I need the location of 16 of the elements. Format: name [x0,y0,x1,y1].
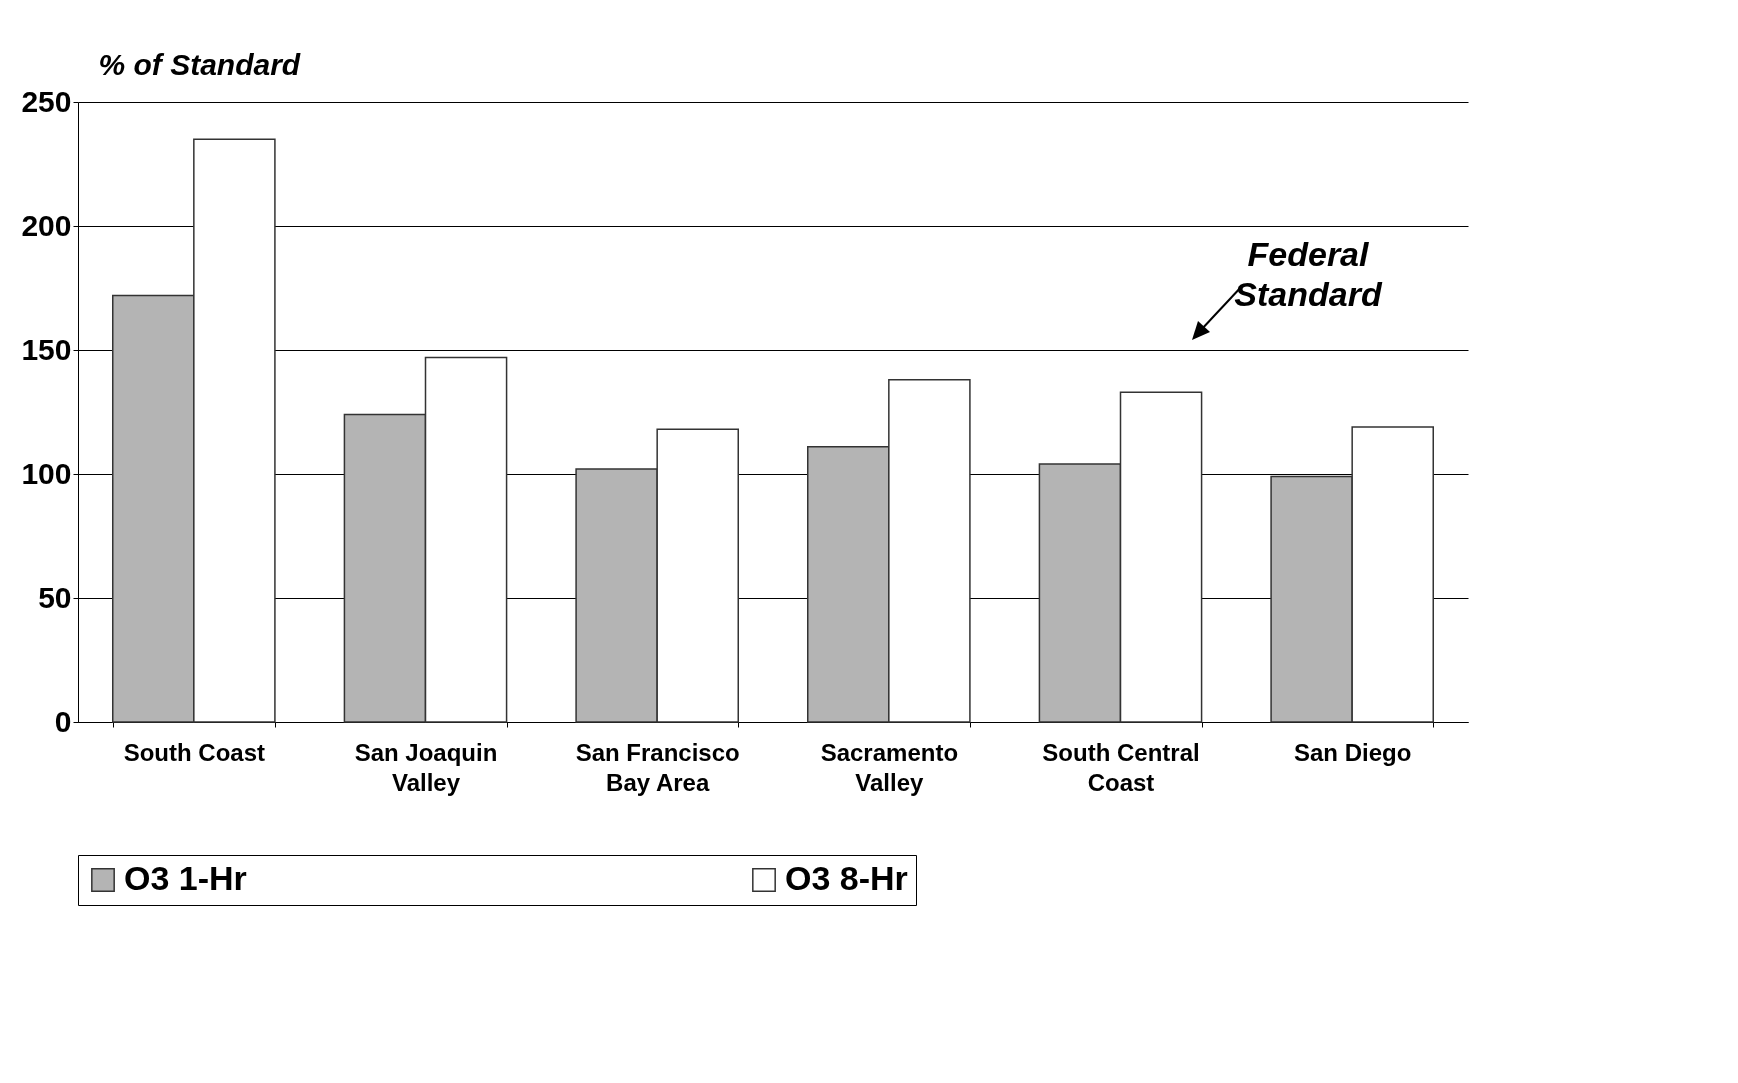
legend-label: O3 8-Hr [785,859,908,897]
x-tick-label: Sacramento Valley [820,738,959,796]
x-tick-label: San Diego [1293,738,1412,766]
y-axis-title: % of Standard [98,47,301,81]
y-tick-label: 50 [38,580,72,614]
y-tick-label: 100 [21,456,72,490]
x-tick-label: San Francisco Bay Area [575,738,740,796]
y-tick-label: 150 [21,332,72,366]
x-tick-label: South Central Coast [1042,738,1200,796]
y-tick-label: 250 [21,84,72,118]
legend-label: O3 1-Hr [124,859,247,897]
y-tick-label: 200 [21,208,72,242]
annotation: Federal Standard [1234,234,1383,313]
x-tick-label: South Coast [123,738,266,766]
x-tick-label: San Joaquin Valley [354,738,498,796]
y-tick-label: 0 [54,704,72,738]
